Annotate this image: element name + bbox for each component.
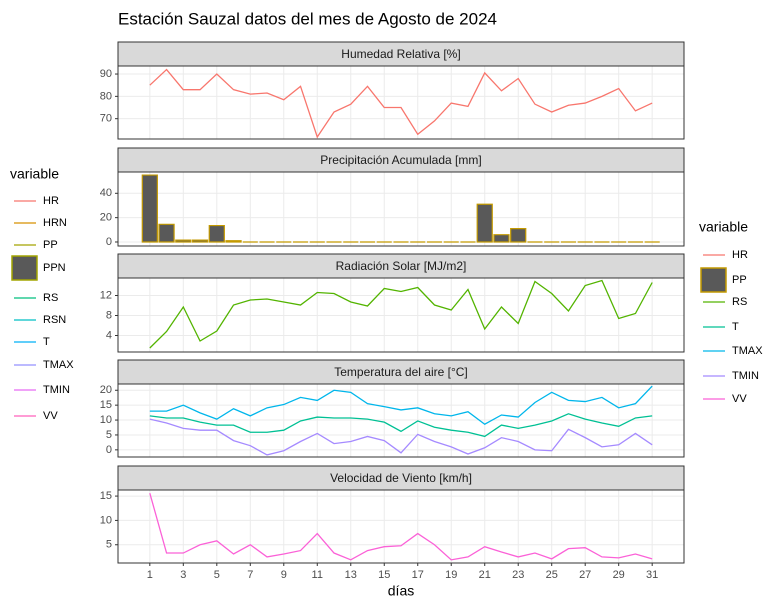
x-tick-label: 1 xyxy=(147,569,153,581)
line xyxy=(149,68,653,139)
x-tick-label: 25 xyxy=(546,569,558,581)
x-axis-title: días xyxy=(388,583,414,598)
y-tick-label: 10 xyxy=(100,414,112,426)
bar xyxy=(510,227,527,243)
strip xyxy=(117,253,685,279)
y-tick-label: 20 xyxy=(100,212,112,224)
x-tick-label: 3 xyxy=(180,569,186,581)
legend-title: variable xyxy=(10,166,59,182)
panel-border xyxy=(117,489,685,564)
y-tick-label: 70 xyxy=(100,113,112,125)
bar xyxy=(225,240,242,243)
line xyxy=(149,279,653,349)
y-tick-label: 15 xyxy=(100,490,112,502)
panel-border xyxy=(117,277,685,353)
y-tick-label: 4 xyxy=(106,329,112,341)
bar xyxy=(141,174,158,243)
strip-title: Velocidad de Viento [km/h] xyxy=(330,471,472,485)
legend-label: VV xyxy=(732,393,747,405)
x-tick-label: 27 xyxy=(579,569,591,581)
panel xyxy=(118,172,684,246)
line xyxy=(149,492,653,561)
legend-label: TMAX xyxy=(732,345,763,357)
x-tick-label: 21 xyxy=(479,569,491,581)
bar xyxy=(191,239,209,243)
x-tick-label: 23 xyxy=(512,569,524,581)
x-tick-label: 31 xyxy=(646,569,658,581)
panel xyxy=(118,490,684,563)
strip xyxy=(117,359,685,385)
panel-border xyxy=(117,171,685,247)
y-tick-label: 15 xyxy=(100,399,112,411)
legend-label: VV xyxy=(43,410,58,422)
line xyxy=(149,385,653,425)
legend-title: variable xyxy=(699,219,748,235)
bar xyxy=(175,239,192,243)
legend-label: TMAX xyxy=(43,359,74,371)
bar xyxy=(158,223,175,243)
legend-label: TMIN xyxy=(43,384,70,396)
legend-label: HR xyxy=(732,249,748,261)
legend-label: RS xyxy=(43,292,58,304)
legend-label: HRN xyxy=(43,217,67,229)
legend-label: TMIN xyxy=(732,370,759,382)
bar xyxy=(476,203,493,243)
y-tick-label: 5 xyxy=(106,429,112,441)
x-tick-label: 15 xyxy=(378,569,390,581)
panel-border xyxy=(117,65,685,140)
chart-title: Estación Sauzal datos del mes de Agosto … xyxy=(118,9,497,28)
x-tick-label: 17 xyxy=(412,569,424,581)
x-tick-label: 7 xyxy=(247,569,253,581)
strip xyxy=(117,41,685,67)
legend-label: T xyxy=(43,336,50,348)
x-tick-label: 19 xyxy=(445,569,457,581)
x-tick-label: 29 xyxy=(613,569,625,581)
strip-title: Temperatura del aire [°C] xyxy=(334,365,468,379)
strip-title: Precipitación Acumulada [mm] xyxy=(320,153,481,167)
x-tick-label: 9 xyxy=(281,569,287,581)
bar xyxy=(493,234,510,243)
legend-label: RS xyxy=(732,296,747,308)
y-tick-label: 20 xyxy=(100,384,112,396)
line xyxy=(149,418,653,456)
y-tick-label: 0 xyxy=(106,444,112,456)
y-tick-label: 40 xyxy=(100,187,112,199)
legend-key xyxy=(11,255,38,281)
line xyxy=(149,413,653,438)
y-tick-label: 10 xyxy=(100,514,112,526)
y-tick-label: 80 xyxy=(100,90,112,102)
y-tick-label: 90 xyxy=(100,68,112,80)
strip xyxy=(117,465,685,491)
y-tick-label: 12 xyxy=(100,289,112,301)
x-tick-label: 5 xyxy=(214,569,220,581)
y-tick-label: 0 xyxy=(106,236,112,248)
bar xyxy=(208,224,225,243)
legend-label: PP xyxy=(732,274,747,286)
legend-label: PPN xyxy=(43,262,66,274)
strip-title: Radiación Solar [MJ/m2] xyxy=(336,259,467,273)
strip-title: Humedad Relativa [%] xyxy=(341,47,460,61)
strip xyxy=(117,147,685,173)
x-tick-label: 13 xyxy=(345,569,357,581)
x-tick-label: 11 xyxy=(312,569,323,581)
legend-label: PP xyxy=(43,239,58,251)
panel-border xyxy=(117,383,685,458)
legend-label: T xyxy=(732,321,739,333)
legend-key xyxy=(700,267,727,293)
legend-label: RSN xyxy=(43,314,66,326)
legend-label: HR xyxy=(43,195,59,207)
y-tick-label: 8 xyxy=(106,309,112,321)
y-tick-label: 5 xyxy=(106,539,112,551)
panel xyxy=(118,66,684,139)
